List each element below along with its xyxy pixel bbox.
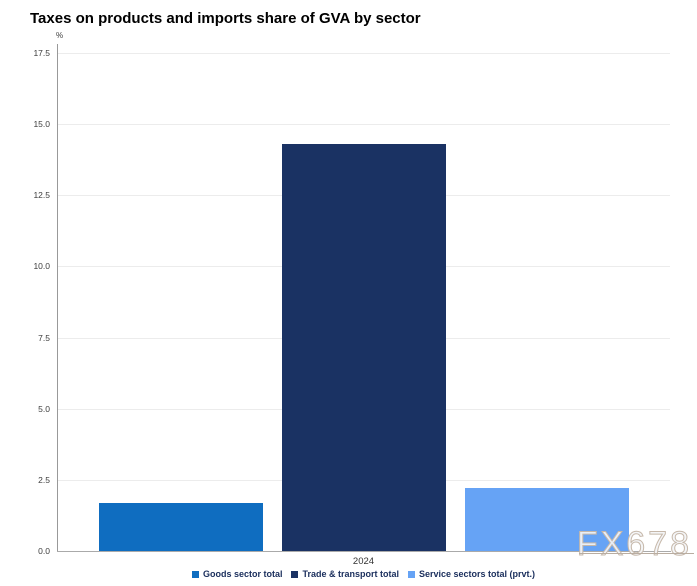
y-tick-label: 17.5 — [33, 48, 50, 58]
bars — [58, 53, 670, 551]
y-tick-label: 0.0 — [38, 546, 50, 556]
legend: Goods sector total Trade & transport tota… — [57, 569, 670, 579]
bar-goods-sector-total[interactable] — [99, 502, 263, 551]
y-tick-label: 7.5 — [38, 332, 50, 343]
y-axis-line — [57, 44, 58, 551]
x-tick-label: 2024 — [352, 556, 375, 567]
gridline — [58, 53, 670, 54]
legend-item-trade-transport-total[interactable]: Trade & transport total — [291, 569, 399, 579]
y-tick-label: 5.0 — [38, 403, 50, 414]
plot-area — [58, 53, 670, 551]
gridline — [58, 124, 670, 126]
x-axis-line — [57, 551, 671, 552]
chart-title: Taxes on products and imports share of G… — [30, 10, 421, 27]
legend-swatch — [407, 570, 415, 578]
y-tick-label: 15.0 — [33, 119, 50, 130]
legend-label: Service sectors total (prvt.) — [418, 569, 536, 579]
bar-trade-transport-total[interactable] — [282, 144, 446, 551]
y-tick-label: 10.0 — [33, 261, 50, 272]
y-tick-label: 12.5 — [33, 190, 50, 201]
y-axis-unit-label: % — [56, 31, 64, 40]
legend-item-service-sectors-total-prvt[interactable]: Service sectors total (prvt.) — [407, 569, 536, 579]
watermark-text: FX678 — [576, 525, 692, 563]
legend-swatch — [291, 570, 299, 578]
legend-item-goods-sector-total[interactable]: Goods sector total — [191, 569, 283, 579]
y-tick-label: 2.5 — [38, 474, 50, 485]
legend-label: Trade & transport total — [302, 569, 399, 579]
bar-service-sectors-total-prvt[interactable] — [465, 488, 629, 551]
legend-label: Goods sector total — [202, 569, 283, 579]
y-axis-labels: 17.5 15.0 12.5 10.0 7.5 5.0 2.5 0.0 — [0, 48, 50, 556]
watermark: FX678 — [576, 525, 694, 563]
legend-swatch — [191, 570, 199, 578]
watermark-strike-line — [578, 553, 694, 554]
